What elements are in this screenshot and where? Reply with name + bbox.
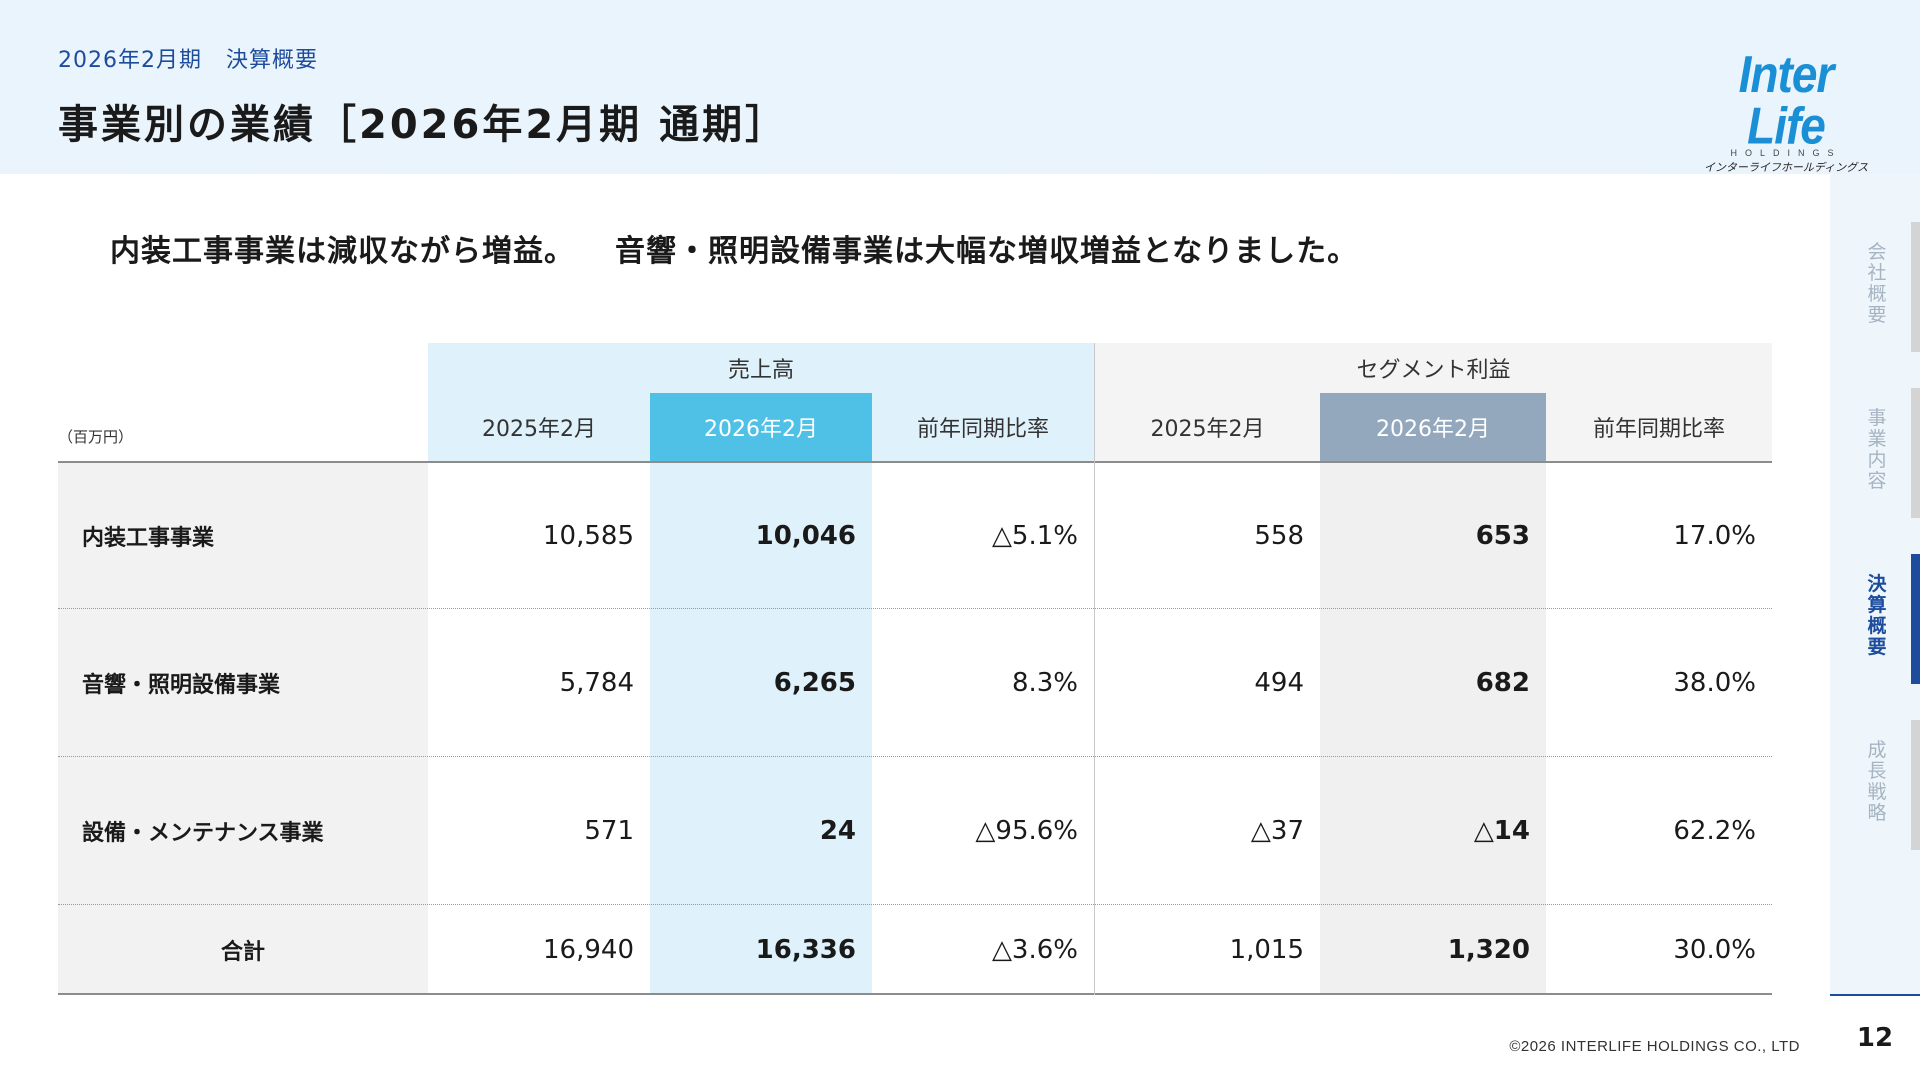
row-label-interior: 内装工事事業 — [58, 463, 428, 609]
cell-equipment-profit-2026: △14 — [1320, 757, 1546, 905]
cell-equipment-sales-2026: 24 — [650, 757, 872, 905]
row-label-total: 合計 — [58, 905, 428, 995]
cell-equipment-sales-yoy: △95.6% — [975, 816, 1078, 846]
cell-interior-sales-2026: 10,046 — [650, 463, 872, 609]
breadcrumb: 2026年2月期 決算概要 — [58, 42, 318, 74]
col-header-sales-2025: 2025年2月 — [428, 393, 650, 461]
cell-interior-sales-2025: 10,585 — [543, 521, 634, 551]
group-header-sales: 売上高 — [428, 343, 1094, 393]
breadcrumb-section: 決算概要 — [226, 48, 319, 73]
group-divider — [1094, 343, 1095, 995]
row-divider — [58, 756, 1772, 757]
cell-total-profit-2025: 1,015 — [1229, 935, 1304, 965]
summary-sentence-2: 音響・照明設備事業は大幅な増収増益となりました。 — [615, 234, 1359, 269]
cell-equipment-profit-yoy: 62.2% — [1673, 816, 1756, 846]
cell-audio-profit-yoy: 38.0% — [1673, 668, 1756, 698]
page-number-box: 12 — [1830, 994, 1920, 1080]
cell-interior-profit-2026: 653 — [1320, 463, 1546, 609]
cell-total-sales-yoy: △3.6% — [991, 935, 1078, 965]
summary-text: 内装工事事業は減収ながら増益。 音響・照明設備事業は大幅な増収増益となりました。 — [110, 226, 1358, 270]
cell-total-sales-2026: 16,336 — [650, 905, 872, 995]
cell-audio-profit-2025: 494 — [1254, 668, 1304, 698]
copyright: ©2026 INTERLIFE HOLDINGS CO., LTD — [1509, 1038, 1800, 1055]
logo-holdings: HOLDINGS — [1730, 148, 1842, 158]
cell-equipment-sales-2025: 571 — [584, 816, 634, 846]
nav-item-financial-summary[interactable]: 決算概要 — [1830, 554, 1920, 684]
nav-indicator — [1911, 720, 1920, 850]
page-number: 12 — [1856, 1023, 1894, 1053]
row-label-equipment-maintenance: 設備・メンテナンス事業 — [58, 757, 428, 905]
nav-item-growth-strategy[interactable]: 成長戦略 — [1830, 720, 1920, 850]
bottom-rule — [58, 993, 1772, 995]
header-rule — [58, 461, 1772, 463]
unit-label: （百万円） — [58, 427, 134, 446]
logo-wordmark: Inter Life — [1738, 45, 1835, 155]
group-header-segment-profit: セグメント利益 — [1095, 343, 1772, 393]
summary-sentence-1: 内装工事事業は減収ながら増益。 — [110, 234, 575, 269]
segment-results-table: 売上高 セグメント利益 （百万円） 2025年2月 2026年2月 前年同期比率… — [58, 343, 1772, 995]
cell-total-profit-2026: 1,320 — [1320, 905, 1546, 995]
nav-label: 事業内容 — [1867, 407, 1887, 492]
cell-equipment-profit-2025: △37 — [1250, 816, 1304, 846]
nav-label: 会社概要 — [1867, 241, 1887, 326]
cell-total-sales-2025: 16,940 — [543, 935, 634, 965]
cell-audio-sales-2026: 6,265 — [650, 609, 872, 757]
cell-interior-profit-2025: 558 — [1254, 521, 1304, 551]
header: 2026年2月期 決算概要 事業別の業績［2026年2月期 通期］ Inter L… — [0, 0, 1920, 190]
col-header-sales-yoy: 前年同期比率 — [872, 393, 1094, 461]
cell-total-profit-yoy: 30.0% — [1673, 935, 1756, 965]
company-logo: Inter Life HOLDINGS インターライフホールディングス株式会社 — [1700, 48, 1872, 190]
nav-item-business[interactable]: 事業内容 — [1830, 388, 1920, 518]
cell-interior-profit-yoy: 17.0% — [1673, 521, 1756, 551]
cell-audio-profit-2026: 682 — [1320, 609, 1546, 757]
col-header-sales-2026: 2026年2月 — [650, 393, 872, 461]
nav-item-company-overview[interactable]: 会社概要 — [1830, 222, 1920, 352]
nav-indicator — [1911, 222, 1920, 352]
nav-label: 成長戦略 — [1867, 739, 1887, 824]
row-label-audio-lighting: 音響・照明設備事業 — [58, 609, 428, 757]
cell-audio-sales-yoy: 8.3% — [1011, 668, 1078, 698]
cell-interior-sales-yoy: △5.1% — [991, 521, 1078, 551]
breadcrumb-period: 2026年2月期 — [58, 48, 202, 73]
row-divider — [58, 608, 1772, 609]
nav-indicator — [1911, 554, 1920, 684]
cell-audio-sales-2025: 5,784 — [559, 668, 634, 698]
col-header-segment-2026: 2026年2月 — [1320, 393, 1546, 461]
col-header-segment-2025: 2025年2月 — [1095, 393, 1320, 461]
row-divider — [58, 904, 1772, 905]
nav-label: 決算概要 — [1867, 573, 1887, 658]
side-navigation: 会社概要 事業内容 決算概要 成長戦略 — [1830, 174, 1920, 994]
col-header-segment-yoy: 前年同期比率 — [1546, 393, 1772, 461]
page-title: 事業別の業績［2026年2月期 通期］ — [58, 102, 789, 148]
nav-indicator — [1911, 388, 1920, 518]
